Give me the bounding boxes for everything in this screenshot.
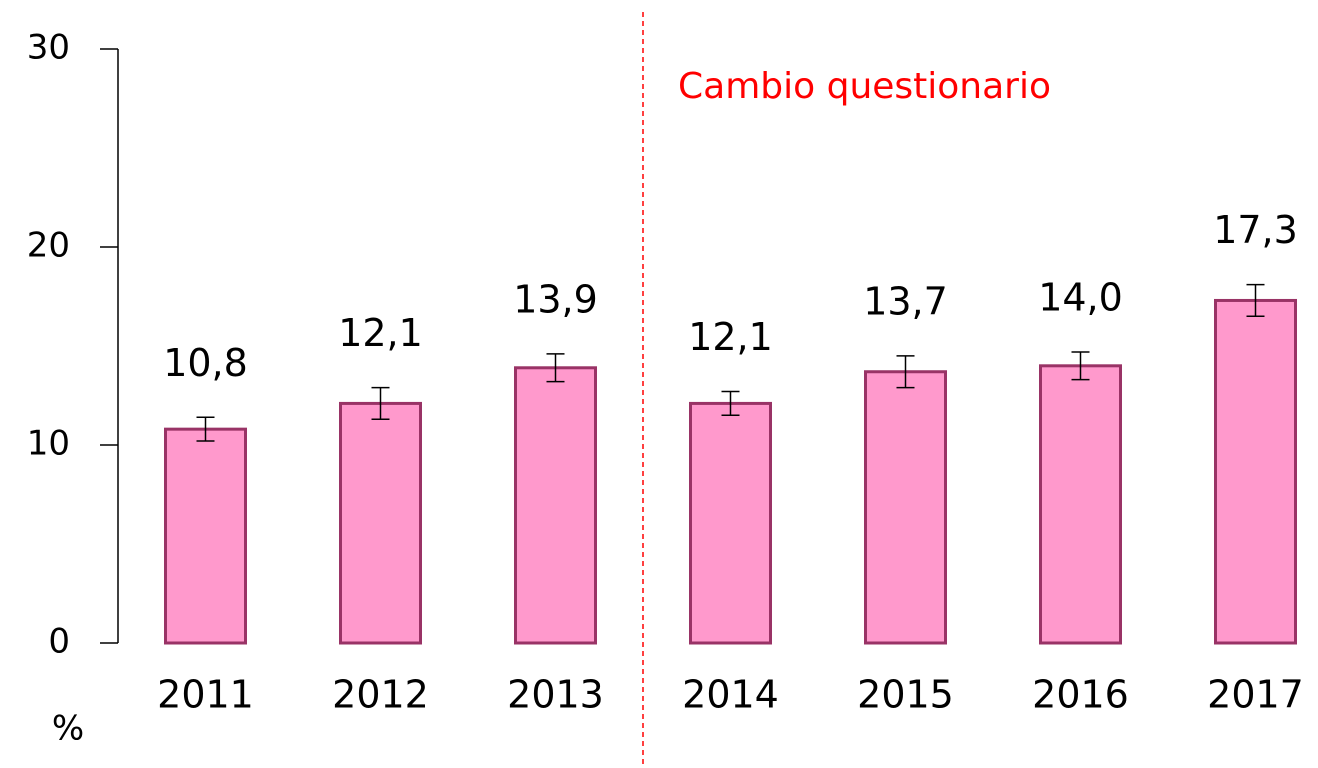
bar: [1214, 298, 1297, 645]
bar: [1039, 364, 1122, 645]
value-label: 17,3: [1213, 208, 1298, 252]
error-bar: [896, 355, 915, 389]
error-bar: [1246, 283, 1265, 318]
error-bar: [196, 416, 215, 442]
x-tick-label: 2014: [682, 673, 779, 717]
y-tick-label: 10: [27, 424, 70, 464]
annotation: Cambio questionario: [678, 66, 1051, 107]
x-tick-label: 2015: [857, 673, 954, 717]
error-bar: [371, 386, 390, 421]
error-bar: [546, 353, 565, 383]
value-label: 12,1: [338, 311, 423, 355]
value-label: 10,8: [163, 341, 248, 385]
bar: [689, 401, 772, 645]
value-label: 13,7: [863, 279, 948, 323]
y-tick-label: 0: [48, 622, 70, 662]
y-axis-label: %: [52, 709, 84, 749]
x-tick-label: 2013: [507, 673, 604, 717]
x-tick-label: 2017: [1207, 673, 1304, 717]
x-tick-label: 2011: [157, 673, 254, 717]
value-label: 13,9: [513, 277, 598, 321]
bar: [339, 401, 422, 645]
error-bar: [1071, 351, 1090, 381]
bar: [514, 366, 597, 645]
value-label: 12,1: [688, 315, 773, 359]
x-tick-label: 2012: [332, 673, 429, 717]
value-label: 14,0: [1038, 275, 1123, 319]
y-tick-label: 30: [27, 28, 70, 68]
bar: [864, 370, 947, 645]
x-tick-label: 2016: [1032, 673, 1129, 717]
y-tick-label: 20: [27, 226, 70, 266]
bar: [164, 427, 247, 645]
error-bar: [721, 390, 740, 417]
